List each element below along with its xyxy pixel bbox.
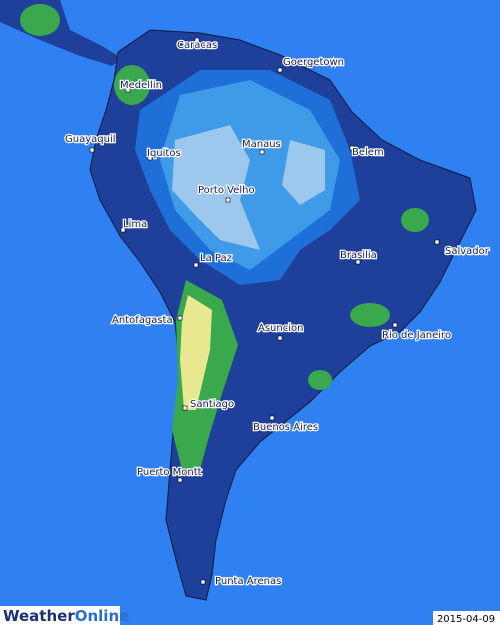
city-label: Medellin — [120, 80, 162, 91]
city-label: Buenos Aires — [253, 422, 318, 433]
city-dot — [355, 259, 361, 265]
city-label: Brasilia — [340, 250, 377, 261]
city-label: Salvador — [445, 246, 490, 257]
yellow-desert — [180, 295, 212, 410]
city-dot — [177, 315, 183, 321]
dry-interior — [172, 125, 260, 250]
city-dot — [125, 87, 131, 93]
green-area — [20, 4, 60, 36]
city-label: Punta Arenas — [215, 576, 281, 587]
city-dot — [349, 145, 355, 151]
green-area — [350, 303, 390, 327]
city-label: Rio de Janeiro — [382, 330, 451, 341]
city-label: Iquitos — [147, 148, 181, 159]
city-label: Guayaquil — [65, 134, 116, 145]
city-dot — [277, 67, 283, 73]
city-label: Lima — [123, 219, 147, 230]
logo: WeatherOnline — [3, 607, 129, 625]
city-dot — [89, 147, 95, 153]
city-label: Manaus — [242, 139, 281, 150]
city-label: Caracas — [177, 40, 217, 51]
city-dot — [194, 37, 200, 43]
city-dot — [434, 239, 440, 245]
dry-interior — [282, 140, 325, 205]
city-label: Asuncion — [258, 323, 303, 334]
logo-part: Online — [75, 607, 130, 625]
city-label: Santiago — [190, 399, 234, 410]
logo-part: Weather — [3, 607, 75, 625]
date-box — [433, 611, 500, 625]
city-dot — [182, 405, 188, 411]
city-dot — [392, 322, 398, 328]
city-label: Antofagasta — [112, 315, 173, 326]
city-label: Porto Velho — [198, 185, 255, 196]
green-area — [114, 65, 150, 105]
date: 2015-04-09 — [437, 614, 495, 625]
city-layer: Caracas Goergetown Medellin Guayaquil Iquito… — [64, 37, 491, 588]
city-dot — [259, 149, 265, 155]
city-dot — [120, 227, 126, 233]
city-dot — [147, 155, 153, 161]
city-dot — [177, 477, 183, 483]
green-area — [401, 208, 429, 232]
city-dot — [269, 415, 275, 421]
city-dot — [225, 197, 231, 203]
city-label: Goergetown — [283, 57, 344, 68]
city-label: Puerto Montt — [137, 467, 202, 478]
logo-box — [0, 606, 120, 625]
city-dot — [193, 262, 199, 268]
city-label: La Paz — [200, 253, 232, 264]
city-dot — [277, 335, 283, 341]
city-dot — [200, 579, 206, 585]
green-area — [308, 370, 332, 390]
city-label: Belem — [352, 147, 384, 158]
